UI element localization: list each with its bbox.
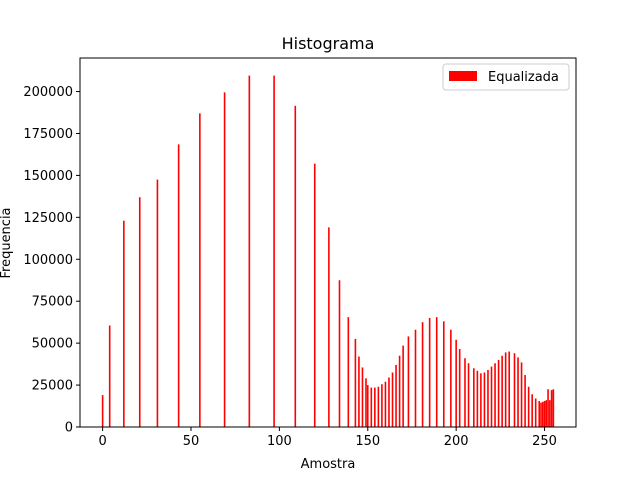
bar xyxy=(550,390,553,427)
bar xyxy=(354,338,357,427)
bar xyxy=(473,368,475,427)
bar xyxy=(480,373,482,427)
bar xyxy=(384,381,387,427)
bar xyxy=(545,400,548,427)
bar xyxy=(381,384,383,427)
ticks-group: 0 50 100 150 200 250 0 25000 50000 75000 100000 125… xyxy=(23,85,557,449)
bar xyxy=(377,386,380,427)
bar xyxy=(517,357,519,427)
bar xyxy=(365,378,367,427)
bar xyxy=(513,353,516,427)
bar xyxy=(428,317,431,427)
y-tick-label: 100000 xyxy=(23,253,73,268)
bar xyxy=(497,359,500,427)
bar xyxy=(370,387,373,427)
x-tick-label: 200 xyxy=(444,434,469,449)
x-tick-label: 250 xyxy=(532,434,557,449)
bar xyxy=(395,364,397,427)
bar xyxy=(450,329,452,427)
bar xyxy=(435,317,438,427)
bar xyxy=(464,358,466,427)
bar xyxy=(223,92,226,427)
x-tick-label: 0 xyxy=(98,434,106,449)
bar xyxy=(524,375,526,427)
bar xyxy=(455,339,457,427)
bar xyxy=(402,345,404,427)
bar xyxy=(138,197,141,427)
bar xyxy=(358,356,360,427)
bar xyxy=(273,75,275,428)
y-tick-label: 150000 xyxy=(23,169,73,184)
bar xyxy=(407,336,410,427)
bar xyxy=(199,113,201,427)
y-tick-label: 75000 xyxy=(32,295,73,310)
bar xyxy=(520,362,523,427)
y-tick-label: 175000 xyxy=(23,127,73,142)
x-tick-label: 150 xyxy=(355,434,380,449)
bar xyxy=(458,349,461,427)
bar xyxy=(467,363,470,427)
bar xyxy=(540,402,542,427)
bar xyxy=(414,329,417,427)
bar xyxy=(504,352,507,427)
bar xyxy=(476,370,479,427)
plot-frame xyxy=(79,57,577,428)
bar xyxy=(388,377,390,427)
bar xyxy=(549,400,551,427)
bar xyxy=(177,144,180,427)
bar xyxy=(108,325,111,427)
legend-label: Equalizada xyxy=(488,70,559,85)
bar xyxy=(101,395,104,427)
bar xyxy=(313,163,316,428)
bars-group xyxy=(101,75,555,428)
bar xyxy=(494,363,496,427)
y-tick-label: 200000 xyxy=(23,85,73,100)
bar xyxy=(361,367,364,427)
bar xyxy=(156,179,159,427)
bar xyxy=(534,398,537,427)
legend-swatch xyxy=(449,71,477,81)
bar xyxy=(442,321,445,427)
y-axis-label: Frequencia xyxy=(0,207,14,278)
bar xyxy=(527,386,530,427)
x-tick-label: 50 xyxy=(183,434,200,449)
bar xyxy=(391,372,394,427)
legend-box xyxy=(442,63,570,91)
bar xyxy=(374,387,376,427)
bar xyxy=(294,105,297,428)
bar xyxy=(398,355,401,427)
bar xyxy=(490,366,493,427)
legend: Equalizada xyxy=(442,63,570,91)
x-axis-label: Amostra xyxy=(301,457,356,472)
y-tick-label: 0 xyxy=(65,421,73,436)
bar xyxy=(538,401,541,427)
y-tick-label: 50000 xyxy=(32,337,73,352)
bar xyxy=(541,401,544,427)
bar xyxy=(487,369,489,427)
bar xyxy=(328,227,330,427)
bar xyxy=(547,389,549,427)
bar xyxy=(421,322,424,427)
x-tick-label: 100 xyxy=(267,434,292,449)
bar xyxy=(543,401,546,427)
bar xyxy=(552,389,555,427)
y-tick-label: 25000 xyxy=(32,379,73,394)
bar xyxy=(531,394,533,427)
bar xyxy=(338,280,341,427)
bar xyxy=(508,351,510,427)
bar xyxy=(347,317,350,427)
chart-title: Histograma xyxy=(282,34,375,53)
bar xyxy=(483,372,486,427)
bar xyxy=(501,355,503,427)
y-tick-label: 125000 xyxy=(23,211,73,226)
bar xyxy=(248,75,251,428)
bar xyxy=(123,220,125,427)
bar xyxy=(366,385,369,427)
